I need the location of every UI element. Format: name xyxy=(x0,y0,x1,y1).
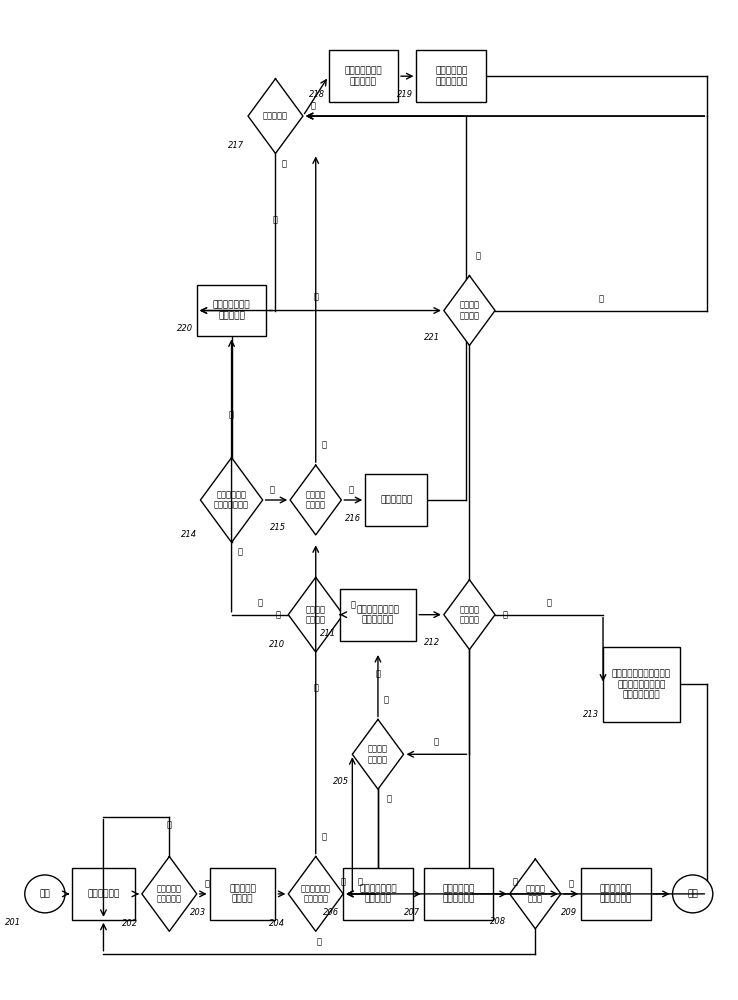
Text: 否: 否 xyxy=(310,102,315,111)
Text: 221: 221 xyxy=(424,333,440,342)
Text: 是: 是 xyxy=(281,159,286,168)
FancyBboxPatch shape xyxy=(343,868,413,920)
Text: 215: 215 xyxy=(270,523,286,532)
Text: 传送缓冲
器已满？: 传送缓冲 器已满？ xyxy=(306,490,325,510)
Text: 是: 是 xyxy=(238,548,242,557)
Text: 否: 否 xyxy=(317,937,322,946)
Text: 220: 220 xyxy=(177,324,193,333)
Text: 是: 是 xyxy=(204,879,209,888)
Text: 否: 否 xyxy=(167,820,172,829)
Text: 检验有效的传
送缓冲器表现？: 检验有效的传 送缓冲器表现？ xyxy=(214,490,249,510)
Polygon shape xyxy=(201,458,263,542)
Text: 轮询接收数据: 轮询接收数据 xyxy=(87,889,120,898)
Text: 要求存放接收数据
于传送缓冲器: 要求存放接收数据 于传送缓冲器 xyxy=(356,605,399,624)
Text: 由网络取得
接收数据: 由网络取得 接收数据 xyxy=(229,884,256,904)
Text: 否: 否 xyxy=(351,600,356,609)
Text: 205: 205 xyxy=(333,777,348,786)
Ellipse shape xyxy=(672,875,713,913)
Text: 遇到断点？: 遇到断点？ xyxy=(263,112,288,121)
Text: 合并接收数据: 合并接收数据 xyxy=(380,496,413,505)
Text: 接收数据
结束？: 接收数据 结束？ xyxy=(525,884,545,904)
Text: 204: 204 xyxy=(269,919,285,928)
Text: 209: 209 xyxy=(562,908,577,917)
Text: 208: 208 xyxy=(490,917,506,926)
Text: 201: 201 xyxy=(5,918,21,927)
Text: 207: 207 xyxy=(404,908,420,917)
Text: 否: 否 xyxy=(322,441,327,450)
Text: 通知主机接收
数据读送完成: 通知主机接收 数据读送完成 xyxy=(600,884,632,904)
Text: 否: 否 xyxy=(387,795,392,804)
Text: 216: 216 xyxy=(345,514,362,523)
Text: 203: 203 xyxy=(190,908,206,917)
Text: 是: 是 xyxy=(376,669,381,678)
Text: 214: 214 xyxy=(181,530,197,539)
Text: 设定存放目标为
接收缓冲器: 设定存放目标为 接收缓冲器 xyxy=(213,301,250,320)
Polygon shape xyxy=(289,857,343,931)
Text: 储存接收数据至
接收缓冲器: 储存接收数据至 接收缓冲器 xyxy=(359,884,397,904)
Polygon shape xyxy=(142,857,197,931)
Text: 是: 是 xyxy=(434,738,439,747)
Text: 否: 否 xyxy=(313,293,318,302)
Text: 存放目标为传
送缓冲器？: 存放目标为传 送缓冲器？ xyxy=(300,884,331,904)
Text: 是: 是 xyxy=(276,610,281,619)
Text: 217: 217 xyxy=(228,141,244,150)
Text: 存放接收数据于
传送缓冲器: 存放接收数据于 传送缓冲器 xyxy=(345,66,382,86)
FancyBboxPatch shape xyxy=(328,50,398,102)
Text: 是: 是 xyxy=(258,598,263,607)
Text: 否: 否 xyxy=(270,486,275,495)
Text: 接收缓冲
器已满？: 接收缓冲 器已满？ xyxy=(368,745,388,764)
Polygon shape xyxy=(290,465,342,535)
Text: 是: 是 xyxy=(547,598,551,607)
Text: 递增接收缓冲
器的写入指针: 递增接收缓冲 器的写入指针 xyxy=(442,884,475,904)
Text: 202: 202 xyxy=(122,919,138,928)
Text: 是: 是 xyxy=(384,695,389,704)
Text: 接收缓冲
器已满？: 接收缓冲 器已满？ xyxy=(460,301,480,320)
Polygon shape xyxy=(444,276,495,345)
Text: 传送缓冲
器允许？: 传送缓冲 器允许？ xyxy=(460,605,480,624)
Text: 具有有效
的断点？: 具有有效 的断点？ xyxy=(306,605,325,624)
Text: 否: 否 xyxy=(599,294,604,303)
Text: 219: 219 xyxy=(396,90,413,99)
FancyBboxPatch shape xyxy=(416,50,486,102)
Text: 是: 是 xyxy=(322,832,327,841)
Text: 是: 是 xyxy=(503,610,508,619)
Text: 设定存放目标为传送缓冲
器，并于接收缓冲器
设定有效的断点: 设定存放目标为传送缓冲 器，并于接收缓冲器 设定有效的断点 xyxy=(612,670,671,699)
Polygon shape xyxy=(352,719,404,789)
FancyBboxPatch shape xyxy=(339,589,416,641)
Polygon shape xyxy=(248,79,303,153)
Text: 211: 211 xyxy=(320,629,336,638)
FancyBboxPatch shape xyxy=(197,285,266,336)
Text: 是: 是 xyxy=(229,410,234,419)
Text: 否: 否 xyxy=(513,877,517,886)
Text: 结束: 结束 xyxy=(687,889,698,898)
Text: 否: 否 xyxy=(358,877,363,886)
Text: 是: 是 xyxy=(273,216,278,225)
Text: 213: 213 xyxy=(583,710,599,719)
Text: 212: 212 xyxy=(424,638,440,647)
Text: 是: 是 xyxy=(313,683,318,692)
Text: 递增传送缓冲
器的写入指针: 递增传送缓冲 器的写入指针 xyxy=(435,66,467,86)
FancyBboxPatch shape xyxy=(365,474,427,526)
Polygon shape xyxy=(510,859,561,929)
Text: 具有有效的
接收数据？: 具有有效的 接收数据？ xyxy=(157,884,182,904)
FancyBboxPatch shape xyxy=(72,868,134,920)
FancyBboxPatch shape xyxy=(210,868,275,920)
FancyBboxPatch shape xyxy=(424,868,493,920)
Text: 否: 否 xyxy=(341,877,345,886)
Text: 是: 是 xyxy=(475,251,480,260)
FancyBboxPatch shape xyxy=(581,868,651,920)
Polygon shape xyxy=(444,580,495,650)
Text: 是: 是 xyxy=(348,486,354,495)
Polygon shape xyxy=(289,577,343,652)
Text: 开始: 开始 xyxy=(40,889,50,898)
Text: 是: 是 xyxy=(568,879,573,888)
Text: 206: 206 xyxy=(323,908,339,917)
Ellipse shape xyxy=(25,875,65,913)
FancyBboxPatch shape xyxy=(603,647,680,722)
Text: 210: 210 xyxy=(269,640,285,649)
Text: 218: 218 xyxy=(308,90,325,99)
